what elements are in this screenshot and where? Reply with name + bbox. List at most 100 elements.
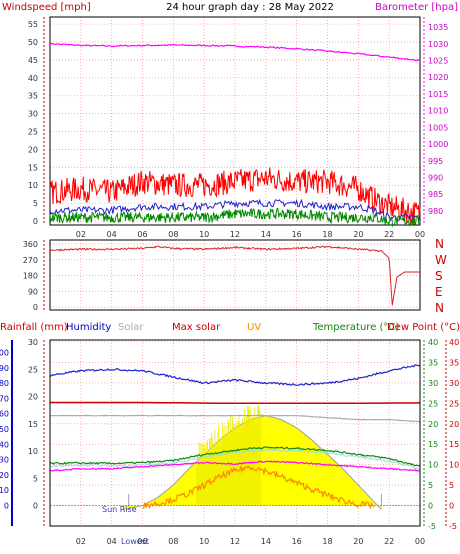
humidity-y-tick: 80	[0, 379, 9, 388]
temp-x-tick: 00	[415, 537, 425, 546]
temp-x-tick: 16	[292, 537, 302, 546]
direction-panel-frame	[49, 239, 421, 311]
direction-y-tick: 270	[23, 256, 38, 265]
pressure-y-tick: 985	[428, 190, 443, 199]
compass-label: E	[435, 285, 443, 299]
dew-y-ticks: -5 0 5 10 15 20 25 30 35 40	[445, 338, 459, 531]
green-wind-line	[49, 207, 421, 228]
wind-panel-frame	[49, 16, 421, 226]
dew-y-tick: 40	[449, 338, 459, 347]
temp-y-tick: 5	[428, 481, 433, 490]
dew-y-tick: 5	[449, 481, 454, 490]
temp-y-tick: 30	[428, 379, 438, 388]
direction-y-tick: 0	[33, 303, 38, 312]
legend-temperature: Temperature (°C)	[312, 322, 399, 333]
wind-x-tick: 00	[415, 230, 425, 239]
rain-y-ticks: 0 5 10 15 20 25 30	[28, 338, 45, 526]
wind-x-tick: 10	[199, 230, 209, 239]
rain-y-tick: 30	[28, 338, 38, 347]
humidity-y-tick: 30	[0, 456, 9, 465]
temp-y-tick: 10	[428, 461, 438, 470]
temp-x-tick: 18	[322, 537, 332, 546]
wind-x-tick: 22	[384, 230, 394, 239]
temp-y-tick: 35	[428, 358, 438, 367]
wind-y-tick: 55	[28, 20, 38, 29]
wind-y-ticks: 0 5 10 15 20 25 30 35 40 45 50 55	[28, 17, 45, 226]
wind-y-tick: 50	[28, 38, 38, 47]
wind-y-tick: 20	[28, 145, 38, 154]
max-solar-line	[50, 401, 421, 405]
pressure-y-tick: 1005	[428, 123, 448, 132]
temp-y-tick: -5	[428, 522, 436, 531]
temp-x-tick: 12	[230, 537, 240, 546]
temp-y-tick: 40	[428, 338, 438, 347]
temp-x-tick: 14	[261, 537, 271, 546]
wind-y-tick: 5	[33, 199, 38, 208]
avg-wind-line	[49, 198, 421, 222]
wind-y-tick: 10	[28, 181, 38, 190]
dew-y-tick: 20	[449, 420, 459, 429]
legend-humidity: Humidity	[66, 322, 111, 333]
pressure-line	[49, 42, 421, 62]
direction-y-tick: 180	[23, 272, 38, 281]
temperature-light-line	[49, 448, 421, 471]
solar-gray-line	[49, 414, 421, 423]
chart-title: 24 hour graph day : 28 May 2022	[166, 2, 334, 13]
left-axis-label: Windspeed [mph]	[2, 2, 91, 13]
pressure-y-tick: 1030	[428, 40, 448, 49]
humidity-y-tick: 20	[0, 471, 9, 480]
compass-label: W	[435, 253, 447, 267]
legend-dew-point: Dew Point (°C)	[387, 322, 460, 333]
temp-x-tick: 08	[168, 537, 178, 546]
wind-x-tick: 18	[322, 230, 332, 239]
uv-line	[142, 465, 375, 510]
humidity-y-tick: 50	[0, 425, 9, 434]
legend-solar: Solar	[118, 322, 144, 333]
temp-x-tick: 20	[353, 537, 363, 546]
legend-uv: UV	[247, 322, 261, 333]
legend-max-solar: Max solar	[172, 322, 221, 333]
humidity-y-tick: 60	[0, 410, 9, 419]
direction-y-ticks: 0 90 180 270 360	[23, 240, 45, 312]
wind-series	[49, 42, 421, 228]
dew-y-tick: 10	[449, 461, 459, 470]
wind-y-tick: 15	[28, 163, 38, 172]
humidity-y-tick: 100	[0, 348, 9, 357]
dew-y-tick: 25	[449, 399, 459, 408]
temp-x-ticks: 02 04 06 08 10 12 14 16 18 20 22 00	[76, 537, 425, 546]
temp-x-tick: 04	[107, 537, 117, 546]
temp-y-tick: 25	[428, 399, 438, 408]
temp-y-tick: 20	[428, 420, 438, 429]
pressure-y-tick: 1015	[428, 90, 448, 99]
rain-y-tick: 0	[33, 502, 38, 511]
sun-set-label: Lowest	[121, 537, 149, 546]
compass-label: N	[435, 237, 444, 251]
wind-x-tick: 04	[107, 230, 117, 239]
humidity-y-tick: 10	[0, 486, 9, 495]
dew-y-tick: -5	[449, 522, 457, 531]
humidity-y-tick: 90	[0, 364, 9, 373]
pressure-y-tick: 990	[428, 174, 443, 183]
humidity-y-tick: 70	[0, 394, 9, 403]
wind-y-tick: 45	[28, 56, 38, 65]
dew-y-tick: 15	[449, 440, 459, 449]
right-axis-label: Barometer [hpa]	[375, 2, 458, 13]
wind-x-tick: 12	[230, 230, 240, 239]
pressure-y-tick: 1010	[428, 107, 448, 116]
pressure-y-tick: 1035	[428, 23, 448, 32]
pressure-y-tick: 1000	[428, 140, 448, 149]
wind-y-tick: 0	[33, 217, 38, 226]
temp-x-tick: 10	[199, 537, 209, 546]
rain-y-tick: 15	[28, 420, 38, 429]
wind-x-ticks: 02 04 06 08 10 12 14 16 18 20 22 00	[76, 230, 425, 239]
wind-y-tick: 40	[28, 74, 38, 83]
direction-line	[49, 245, 420, 306]
direction-y-tick: 90	[28, 287, 38, 296]
wind-y-tick: 25	[28, 128, 38, 137]
direction-series	[49, 245, 420, 306]
rain-y-tick: 10	[28, 447, 38, 456]
dew-y-tick: 0	[449, 502, 454, 511]
gust-line	[50, 167, 421, 225]
sun-rise-label: Sun Rise	[102, 505, 137, 514]
direction-y-tick: 360	[23, 240, 38, 249]
